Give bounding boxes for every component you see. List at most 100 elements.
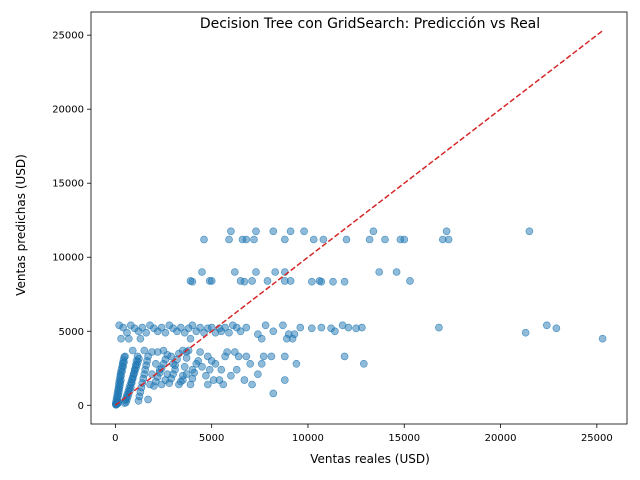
data-point <box>369 227 378 236</box>
data-point <box>242 235 251 244</box>
data-point <box>252 227 260 236</box>
data-point <box>288 334 297 343</box>
data-point <box>307 277 316 286</box>
data-point <box>257 359 266 368</box>
data-point <box>136 334 145 343</box>
data-point <box>146 321 154 330</box>
data-point <box>207 277 216 285</box>
y-tick-label: 15000 <box>52 179 84 190</box>
y-tick-label: 0 <box>78 401 84 412</box>
data-point <box>140 346 149 355</box>
data-point <box>342 235 351 244</box>
data-point <box>435 323 443 332</box>
data-point <box>442 227 451 236</box>
data-point <box>300 227 308 236</box>
data-point <box>231 268 239 276</box>
data-point <box>267 352 276 361</box>
data-point <box>381 235 389 244</box>
data-point <box>444 235 453 244</box>
data-point <box>358 323 366 332</box>
data-point <box>307 324 316 333</box>
data-point <box>179 371 187 380</box>
plot-area <box>111 30 607 409</box>
data-point <box>392 268 401 276</box>
data-point <box>159 346 168 355</box>
data-point <box>117 334 125 343</box>
x-axis-ticks: 0 5000 10000 15000 20000 25000 <box>112 424 613 444</box>
data-point <box>292 359 301 368</box>
data-point <box>198 268 206 276</box>
data-point <box>319 235 328 244</box>
data-point <box>280 376 289 384</box>
x-axis-label: Ventas reales (USD) <box>310 452 430 466</box>
data-point <box>331 327 339 336</box>
y-axis-ticks: 0 5000 10000 15000 20000 25000 <box>52 31 91 412</box>
data-point <box>232 365 241 374</box>
data-point <box>248 380 256 389</box>
y-tick-label: 5000 <box>59 327 84 338</box>
data-point <box>186 334 195 343</box>
data-point <box>227 371 235 380</box>
data-point <box>223 348 231 356</box>
data-point <box>406 277 414 285</box>
data-point <box>240 376 249 384</box>
y-tick-label: 25000 <box>52 31 84 42</box>
data-point <box>286 227 295 236</box>
data-point <box>261 321 270 330</box>
y-tick-label: 20000 <box>52 105 84 116</box>
data-point <box>211 328 220 337</box>
data-point <box>248 277 256 285</box>
data-point <box>279 321 287 330</box>
data-point <box>115 321 123 330</box>
data-point <box>128 346 137 355</box>
data-point <box>127 321 135 330</box>
data-point <box>169 370 177 379</box>
data-point <box>280 352 289 361</box>
data-point <box>202 371 210 380</box>
y-axis-label: Ventas predichas (USD) <box>14 154 28 296</box>
data-point <box>525 227 534 236</box>
x-tick-label: 20000 <box>485 433 517 444</box>
data-point <box>269 389 278 398</box>
data-point <box>340 277 349 286</box>
data-point <box>231 348 239 356</box>
data-point <box>120 353 128 362</box>
data-point <box>521 328 530 337</box>
points-layer <box>111 227 607 409</box>
data-point <box>219 380 227 389</box>
data-point <box>142 328 150 337</box>
data-point <box>225 328 233 337</box>
data-point <box>254 370 262 379</box>
data-point <box>180 328 189 337</box>
data-point <box>192 327 201 336</box>
x-tick-label: 5000 <box>199 433 224 444</box>
data-point <box>225 235 233 244</box>
data-point <box>200 235 208 244</box>
data-point <box>125 334 133 343</box>
data-point <box>359 359 368 368</box>
data-point <box>252 268 260 276</box>
data-point <box>242 352 251 361</box>
y-tick-label: 10000 <box>52 253 84 264</box>
data-point <box>152 359 160 368</box>
axes-frame <box>90 11 628 425</box>
data-point <box>329 277 337 286</box>
data-point <box>375 268 384 276</box>
data-point <box>400 235 409 244</box>
data-point <box>194 357 202 365</box>
data-point <box>317 323 326 332</box>
data-point <box>165 321 174 330</box>
data-point <box>217 365 226 374</box>
data-point <box>182 348 191 356</box>
data-point <box>365 235 374 244</box>
data-point <box>148 348 156 356</box>
data-point <box>229 321 237 330</box>
chart-title: Decision Tree con GridSearch: Predicción… <box>200 16 540 32</box>
data-point <box>250 235 258 244</box>
data-point <box>144 395 152 404</box>
data-point <box>205 365 214 374</box>
data-point <box>317 277 326 286</box>
data-point <box>344 323 353 332</box>
data-point <box>180 362 189 371</box>
